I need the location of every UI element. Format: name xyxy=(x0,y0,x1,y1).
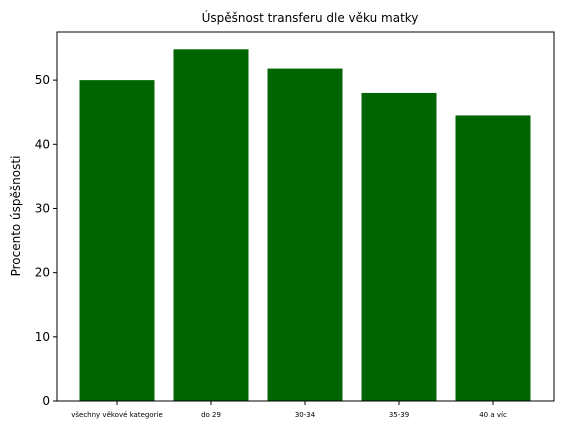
y-tick-label: 0 xyxy=(42,394,50,408)
plot-frame xyxy=(56,31,555,402)
y-tick-label: 40 xyxy=(35,137,50,151)
x-tick-label: 40 a víc xyxy=(479,411,507,419)
bar-2 xyxy=(267,68,343,401)
x-tick-label: všechny věkové kategorie xyxy=(71,411,163,419)
bar-3 xyxy=(361,92,437,402)
x-tick-label: do 29 xyxy=(201,411,221,419)
y-axis-ticks: 0 10 20 30 40 50 xyxy=(35,73,57,408)
y-tick-label: 50 xyxy=(35,73,50,87)
y-tick-label: 10 xyxy=(35,330,50,344)
chart-title: Úspěšnost transferu dle věku matky xyxy=(202,10,419,25)
y-tick-label: 20 xyxy=(35,266,50,280)
bar-1 xyxy=(173,49,249,401)
x-tick-label: 30-34 xyxy=(295,411,316,419)
x-axis-ticks: všechny věkové kategorie do 29 30-34 35-39 4… xyxy=(71,401,507,419)
bars xyxy=(79,49,531,402)
bar-4 xyxy=(455,115,531,401)
y-tick-label: 30 xyxy=(35,201,50,215)
bar-0 xyxy=(79,80,155,401)
y-axis-label: Procento úspěšnosti xyxy=(9,156,23,277)
x-tick-label: 35-39 xyxy=(389,411,409,419)
